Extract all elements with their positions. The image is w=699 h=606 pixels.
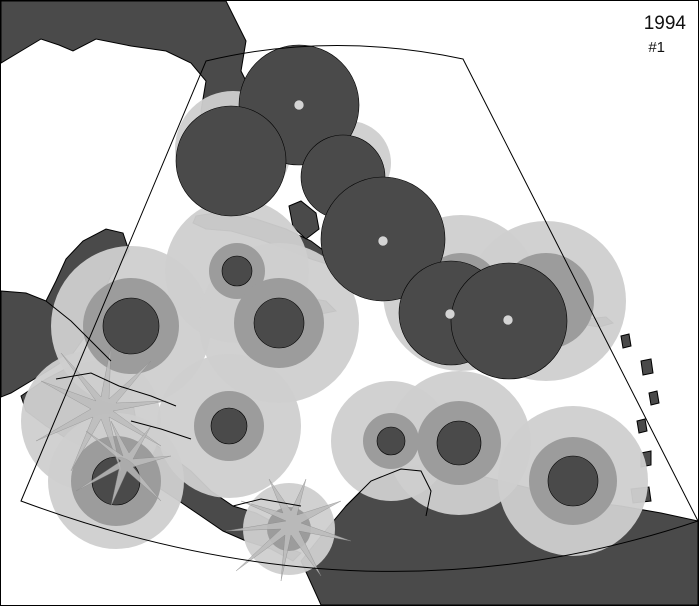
coverage-domain-outline <box>20 44 698 572</box>
radar-station-marker <box>444 308 456 320</box>
border-line <box>130 420 192 440</box>
coverage-inner-core <box>376 426 406 456</box>
station-markers <box>293 99 514 326</box>
border-line <box>55 372 177 407</box>
border-line <box>45 300 112 362</box>
radar-station-marker <box>293 99 305 111</box>
land-lesser-antilles-1 <box>620 333 632 349</box>
border-line <box>345 468 432 517</box>
land-lesser-antilles-3 <box>648 390 660 406</box>
clutter-starburst-panama <box>225 478 352 582</box>
map-number-label: #1 <box>648 39 665 56</box>
coverage-inner-core <box>547 455 599 507</box>
coverage-inner-core <box>175 105 287 217</box>
coverage-layer <box>21 44 648 575</box>
border-line <box>232 498 302 507</box>
clutter-starburst-honduras <box>35 345 167 472</box>
year-label: 1994 <box>643 13 686 34</box>
coverage-inner-core <box>436 420 482 466</box>
coverage-inner-core <box>221 255 253 287</box>
clutter-starburst-nicaragua <box>75 420 172 507</box>
coverage-inner-core <box>253 297 305 349</box>
coverage-inner-core <box>102 297 160 355</box>
radar-station-marker <box>502 314 514 326</box>
coverage-inner-core <box>210 407 248 445</box>
land-lesser-antilles-4 <box>636 418 648 434</box>
border-lines <box>45 300 432 517</box>
land-lesser-antilles-2 <box>640 358 654 376</box>
radar-station-marker <box>377 235 389 247</box>
